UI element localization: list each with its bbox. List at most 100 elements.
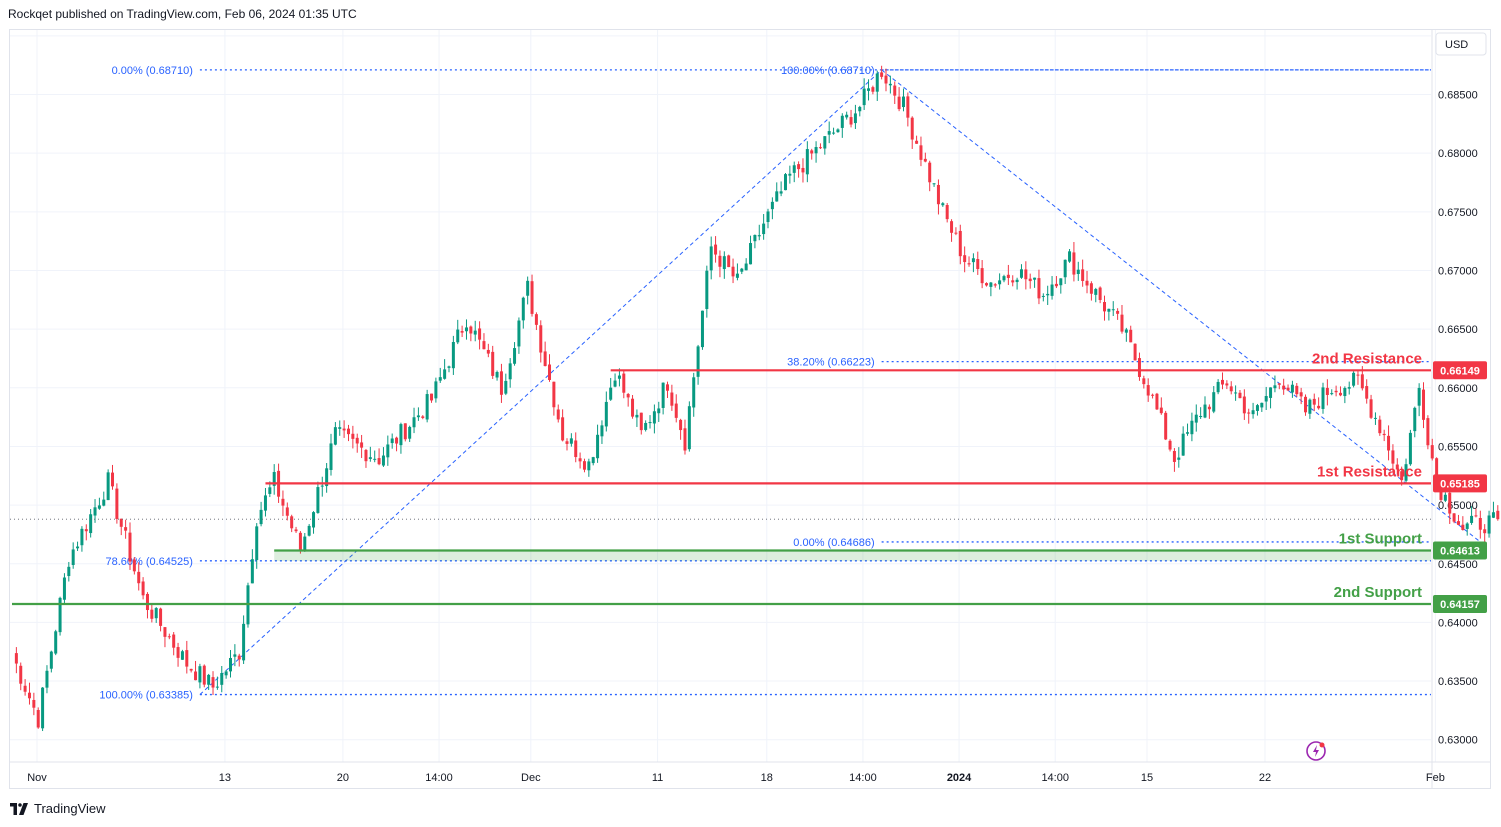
candle-body bbox=[395, 437, 399, 444]
candle-body bbox=[1260, 402, 1264, 408]
candle-body bbox=[303, 536, 307, 551]
candle-body bbox=[1435, 458, 1439, 483]
candle-body bbox=[692, 377, 696, 408]
footer-brand: TradingView bbox=[34, 801, 106, 816]
candle-body bbox=[27, 692, 31, 699]
candle-body bbox=[443, 369, 447, 379]
candle-body bbox=[49, 651, 53, 669]
level-name: 2nd Resistance bbox=[1312, 350, 1422, 367]
candle-body bbox=[893, 85, 897, 96]
candle-body bbox=[386, 444, 390, 458]
candle-body bbox=[150, 609, 154, 619]
candle-body bbox=[884, 75, 888, 84]
candle-body bbox=[1338, 392, 1342, 396]
candle-body bbox=[976, 259, 980, 270]
chart-frame bbox=[9, 29, 1491, 789]
candle-body bbox=[954, 232, 958, 234]
candle-body bbox=[242, 623, 246, 661]
candle-body bbox=[993, 284, 997, 286]
candle-body bbox=[1054, 283, 1058, 287]
price-tag bbox=[1433, 541, 1487, 560]
candle-body bbox=[1474, 515, 1478, 517]
candle-body bbox=[862, 88, 866, 106]
candle-body bbox=[403, 423, 407, 440]
candle-body bbox=[880, 72, 884, 77]
candle-body bbox=[932, 183, 936, 185]
candle-body bbox=[1098, 287, 1102, 300]
x-tick-label: 2024 bbox=[947, 772, 972, 784]
candle-body bbox=[967, 263, 971, 265]
candle-body bbox=[1094, 289, 1098, 295]
candle-body bbox=[814, 147, 818, 154]
x-tick-label: Nov bbox=[27, 772, 47, 784]
candle-body bbox=[1046, 293, 1050, 296]
candle-body bbox=[504, 380, 508, 394]
candle-body bbox=[1234, 392, 1238, 394]
candle-body bbox=[281, 498, 285, 506]
candle-body bbox=[1076, 269, 1080, 275]
candle-body bbox=[1426, 418, 1430, 446]
candle-body bbox=[1068, 251, 1072, 262]
candle-body bbox=[473, 330, 477, 335]
candle-body bbox=[351, 433, 355, 439]
currency-label: USD bbox=[1445, 39, 1468, 51]
candle-body bbox=[534, 314, 538, 325]
candle-body bbox=[1124, 329, 1128, 333]
candle-body bbox=[312, 512, 316, 528]
candle-body bbox=[268, 487, 272, 494]
candle-body bbox=[1194, 414, 1198, 423]
candle-body bbox=[1369, 399, 1373, 418]
candle-body bbox=[740, 268, 744, 272]
candle-body bbox=[513, 348, 517, 364]
candle-body bbox=[202, 665, 206, 685]
x-tick-label: 20 bbox=[337, 772, 349, 784]
y-tick-label: 0.64500 bbox=[1438, 559, 1478, 571]
candle-body bbox=[1107, 308, 1111, 312]
candle-body bbox=[1015, 279, 1019, 283]
candle-body bbox=[936, 184, 940, 205]
support-zone bbox=[274, 550, 1432, 561]
candle-body bbox=[1151, 394, 1155, 396]
candle-body bbox=[207, 674, 211, 685]
candle-body bbox=[1238, 392, 1242, 399]
candle-body bbox=[1111, 309, 1115, 311]
candle-body bbox=[1487, 515, 1491, 534]
candle-body bbox=[1207, 406, 1211, 410]
candle-body bbox=[1282, 385, 1286, 390]
price-tag-label: 0.65185 bbox=[1440, 478, 1480, 490]
candle-body bbox=[696, 346, 700, 377]
candle-body bbox=[346, 428, 350, 435]
candle-body bbox=[875, 73, 879, 92]
price-tag bbox=[1433, 361, 1487, 380]
candle-body bbox=[1452, 513, 1456, 522]
price-tag bbox=[1433, 474, 1487, 493]
candle-body bbox=[399, 424, 403, 446]
candle-body bbox=[526, 280, 530, 296]
candle-body bbox=[989, 282, 993, 287]
candle-body bbox=[1103, 302, 1106, 312]
candle-body bbox=[294, 529, 298, 532]
candle-body bbox=[609, 387, 613, 400]
candle-body bbox=[871, 87, 875, 92]
candle-body bbox=[329, 443, 333, 470]
candle-body bbox=[141, 581, 145, 596]
candle-body bbox=[919, 145, 923, 160]
x-tick-label: Dec bbox=[521, 772, 541, 784]
candle-body bbox=[517, 320, 521, 347]
candle-body bbox=[1059, 278, 1063, 286]
candle-body bbox=[1203, 404, 1207, 418]
candle-body bbox=[998, 280, 1002, 285]
candle-body bbox=[1496, 510, 1500, 520]
candle-body bbox=[1290, 384, 1294, 393]
candle-body bbox=[316, 487, 320, 513]
candle-body bbox=[499, 371, 503, 395]
candle-body bbox=[1242, 396, 1246, 414]
price-tag bbox=[1433, 594, 1487, 613]
tradingview-logo-icon bbox=[10, 802, 28, 815]
lightning-icon[interactable] bbox=[1305, 740, 1327, 762]
candle-body bbox=[1400, 471, 1404, 481]
candle-body bbox=[1072, 252, 1076, 275]
candle-body bbox=[888, 83, 892, 86]
candle-body bbox=[709, 246, 713, 271]
